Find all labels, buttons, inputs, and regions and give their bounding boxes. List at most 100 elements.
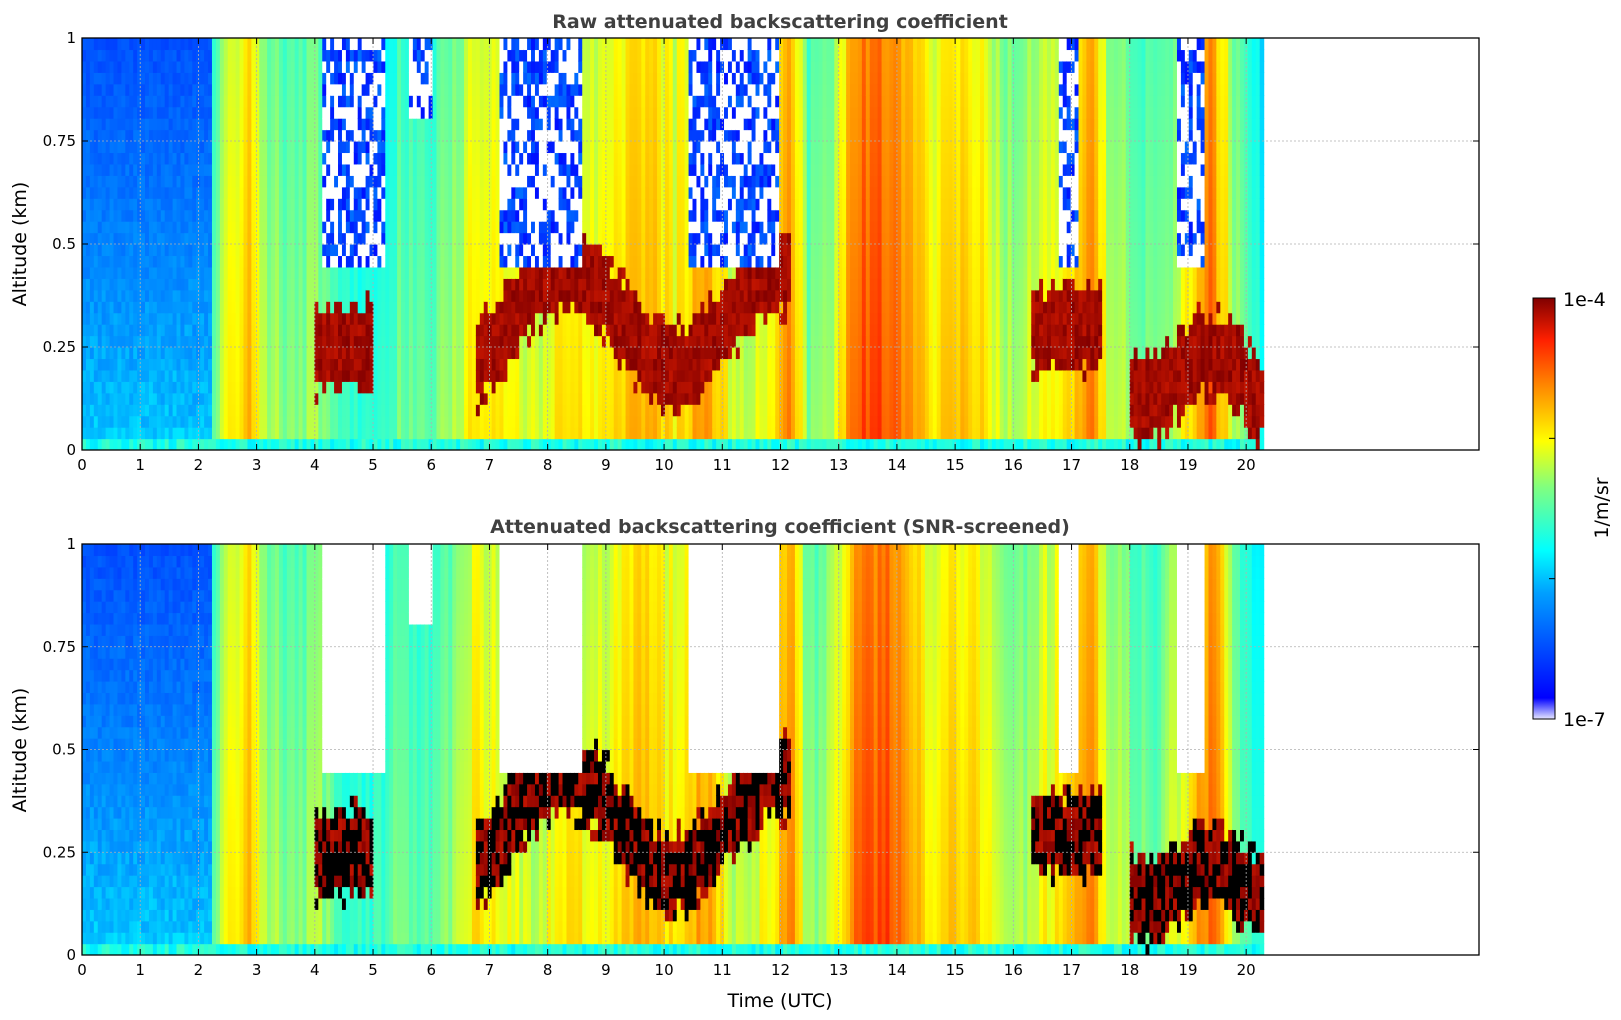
heatmap-cell: [334, 312, 339, 325]
heatmap-cell: [85, 106, 91, 119]
heatmap-cell: [401, 358, 406, 371]
heatmap-cell: [389, 83, 394, 96]
heatmap-cell: [204, 301, 209, 314]
heatmap-cell: [397, 347, 402, 360]
heatmap-cell: [621, 289, 627, 302]
heatmap-cell: [515, 60, 520, 73]
heatmap-cell: [215, 266, 221, 279]
heatmap-cell: [613, 392, 619, 405]
heatmap-cell: [389, 95, 394, 108]
heatmap-cell: [125, 324, 130, 337]
heatmap-cell: [156, 186, 162, 199]
heatmap-cell: [278, 278, 284, 291]
heatmap-cell: [357, 186, 363, 199]
heatmap-cell: [582, 369, 587, 382]
heatmap-cell: [471, 198, 477, 211]
heatmap-cell: [310, 83, 315, 96]
heatmap-cell: [357, 301, 363, 314]
heatmap-cell: [223, 163, 229, 176]
heatmap-cell: [156, 72, 162, 85]
heatmap-cell: [503, 347, 508, 360]
heatmap-cell: [200, 60, 205, 73]
heatmap-cell: [491, 312, 497, 325]
heatmap-cell: [129, 347, 134, 360]
heatmap-cell: [353, 312, 359, 325]
heatmap-cell: [381, 438, 386, 450]
heatmap-cell: [625, 289, 631, 302]
heatmap-cell: [89, 301, 95, 314]
heatmap-cell: [121, 198, 126, 211]
heatmap-cell: [570, 415, 575, 428]
heatmap-cell: [558, 427, 564, 440]
heatmap-cell: [420, 198, 426, 211]
heatmap-cell: [117, 72, 122, 85]
heatmap-cell: [605, 312, 611, 325]
heatmap-cell: [215, 255, 221, 268]
heatmap-cell: [349, 347, 355, 360]
heatmap-cell: [460, 49, 465, 62]
heatmap-cell: [152, 381, 158, 394]
heatmap-cell: [404, 358, 410, 371]
heatmap-cell: [397, 72, 402, 85]
heatmap-cell: [483, 301, 489, 314]
heatmap-cell: [534, 244, 540, 257]
heatmap-cell: [294, 347, 300, 360]
heatmap-cell: [105, 186, 111, 199]
heatmap-cell: [223, 118, 229, 131]
heatmap-cell: [314, 38, 319, 51]
heatmap-cell: [117, 141, 122, 154]
heatmap-cell: [542, 60, 548, 73]
heatmap-cell: [148, 427, 154, 440]
heatmap-cell: [428, 347, 434, 360]
heatmap-cell: [487, 175, 493, 188]
heatmap-cell: [223, 404, 229, 417]
heatmap-cell: [294, 438, 300, 450]
heatmap-cell: [141, 152, 146, 165]
heatmap-cell: [125, 95, 130, 108]
heatmap-cell: [184, 221, 189, 234]
heatmap-cell: [105, 38, 111, 51]
heatmap-cell: [404, 312, 410, 325]
heatmap-cell: [322, 266, 327, 279]
heatmap-cell: [148, 152, 154, 165]
heatmap-cell: [113, 83, 119, 96]
heatmap-cell: [538, 198, 544, 211]
heatmap-cell: [109, 72, 115, 85]
heatmap-cell: [215, 369, 221, 382]
heatmap-cell: [590, 255, 595, 268]
heatmap-cell: [507, 175, 512, 188]
heatmap-cell: [420, 404, 426, 417]
heatmap-cell: [290, 232, 296, 245]
heatmap-cell: [160, 106, 166, 119]
heatmap-cell: [286, 381, 292, 394]
heatmap-cell: [278, 141, 284, 154]
heatmap-cell: [432, 95, 438, 108]
heatmap-cell: [223, 198, 229, 211]
heatmap-cell: [239, 83, 245, 96]
heatmap-cell: [527, 278, 532, 291]
heatmap-cell: [341, 60, 347, 73]
heatmap-cell: [121, 60, 126, 73]
heatmap-cell: [460, 255, 465, 268]
heatmap-cell: [550, 266, 556, 279]
heatmap-cell: [468, 106, 473, 119]
heatmap-cell: [617, 266, 623, 279]
heatmap-cell: [168, 49, 174, 62]
heatmap-cell: [211, 392, 217, 405]
heatmap-cell: [251, 244, 256, 257]
heatmap-cell: [546, 266, 552, 279]
heatmap-cell: [330, 347, 335, 360]
heatmap-cell: [523, 38, 528, 51]
heatmap-cell: [152, 49, 158, 62]
heatmap-cell: [487, 358, 493, 371]
heatmap-cell: [247, 347, 252, 360]
heatmap-cell: [231, 60, 237, 73]
heatmap-cell: [290, 255, 296, 268]
heatmap-cell: [251, 358, 256, 371]
heatmap-cell: [109, 175, 115, 188]
heatmap-cell: [334, 38, 339, 51]
heatmap-cell: [554, 106, 560, 119]
heatmap-cell: [267, 141, 272, 154]
heatmap-cell: [326, 198, 331, 211]
heatmap-cell: [397, 369, 402, 382]
